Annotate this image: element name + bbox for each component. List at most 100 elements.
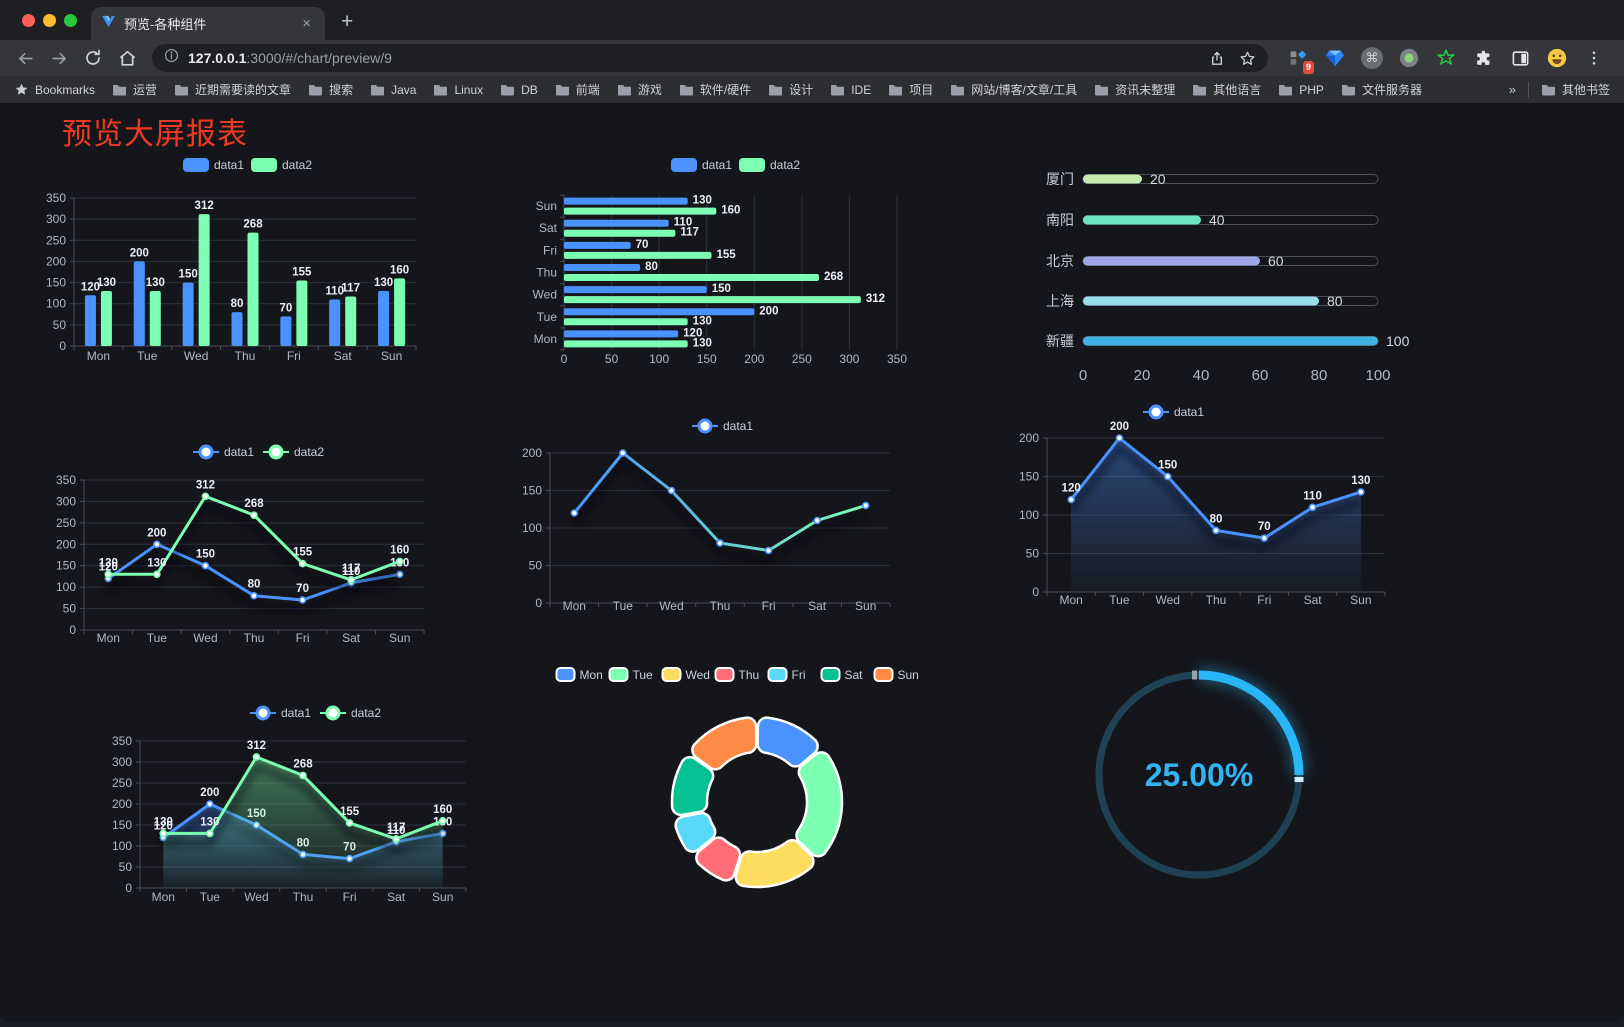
svg-text:155: 155 — [340, 806, 360, 818]
address-bar[interactable]: 127.0.0.1:3000/#/chart/preview/9 — [152, 44, 1268, 72]
extension-green-star-icon[interactable] — [1434, 46, 1458, 70]
svg-text:300: 300 — [46, 212, 66, 226]
forward-icon[interactable] — [44, 44, 74, 72]
bookmark-folder[interactable]: DB — [500, 81, 538, 98]
svg-text:40: 40 — [1193, 367, 1210, 384]
extension-grid-icon[interactable]: 9 — [1286, 46, 1314, 74]
extension-gem-icon[interactable] — [1323, 46, 1347, 70]
legend[interactable]: data1 — [1143, 404, 1204, 420]
legend[interactable]: Mon Tue Wed Thu Fri Sat Sun — [555, 667, 919, 682]
series-data1[interactable] — [570, 449, 870, 564]
series-data2[interactable]: 130 130 312 268 155 117 160 — [154, 740, 453, 888]
extension-command-icon[interactable]: ⌘ — [1360, 46, 1384, 70]
minimize-window-button[interactable] — [43, 13, 56, 27]
chart-gauge[interactable]: 25.00% — [1080, 655, 1320, 900]
zoom-window-button[interactable] — [64, 13, 77, 27]
svg-text:Wed: Wed — [1155, 593, 1179, 607]
bookmark-folder[interactable]: Linux — [433, 81, 483, 98]
svg-text:Fri: Fri — [296, 631, 310, 645]
chart-grouped-bar[interactable]: data1 data2 0 50 100 150 200 250 300 350 Mon Tue Wed… — [30, 148, 460, 388]
chart-donut[interactable]: Mon Tue Wed Thu Fri Sat Sun — [545, 655, 965, 915]
svg-text:268: 268 — [824, 271, 844, 283]
svg-text:50: 50 — [53, 318, 67, 332]
extensions-puzzle-icon[interactable] — [1471, 46, 1495, 70]
other-bookmarks[interactable]: 其他书签 — [1541, 81, 1610, 98]
legend[interactable]: data1 — [692, 418, 753, 434]
progress-rows[interactable]: 厦门 20 南阳 40 北京 60 上海 80 新疆 100 — [1046, 171, 1410, 349]
svg-text:Sat: Sat — [539, 221, 558, 235]
svg-text:250: 250 — [56, 516, 76, 530]
site-info-icon[interactable] — [164, 48, 179, 68]
bookmarks-overflow-chevron[interactable]: » — [1508, 82, 1516, 97]
bookmark-folder[interactable]: 软件/硬件 — [679, 81, 751, 98]
legend[interactable]: data1 data2 — [671, 158, 800, 172]
share-icon[interactable] — [1209, 50, 1225, 67]
new-tab-button[interactable]: + — [341, 10, 354, 33]
bookmark-folder[interactable]: Java — [370, 81, 416, 98]
chart-horizontal-bar[interactable]: data1 data2 0 50 100 150 200 250 300 350 Mon Tue Wed… — [505, 148, 915, 388]
bookmark-folder[interactable]: 其他语言 — [1192, 81, 1261, 98]
chart-two-series-line[interactable]: data1 data2 0 50 100 150 200 250 300 350 Mon Tue Wed… — [35, 423, 465, 673]
bookmark-folder[interactable]: 文件服务器 — [1341, 81, 1422, 98]
legend[interactable]: data1 data2 — [250, 705, 381, 721]
bookmarks-manager[interactable]: Bookmarks — [14, 82, 95, 97]
svg-text:150: 150 — [56, 559, 76, 573]
series-data2[interactable]: 130 130 312 268 155 117 160 — [564, 205, 885, 350]
chart-two-series-area[interactable]: data1 data2 0 50 100 150 200 250 300 350 Mon Tue Wed… — [95, 675, 505, 920]
svg-text:160: 160 — [390, 264, 409, 276]
donut-slices[interactable] — [670, 716, 844, 889]
svg-text:200: 200 — [1110, 421, 1129, 433]
legend[interactable]: data1 data2 — [193, 444, 324, 460]
svg-text:Mon: Mon — [87, 349, 110, 363]
bookmark-folder[interactable]: 设计 — [768, 81, 813, 98]
reload-icon[interactable] — [78, 44, 108, 72]
svg-text:data1: data1 — [723, 419, 753, 433]
svg-text:150: 150 — [712, 283, 731, 295]
browser-menu-icon[interactable] — [1582, 46, 1606, 70]
svg-text:250: 250 — [792, 352, 812, 366]
svg-text:100: 100 — [522, 521, 542, 535]
svg-text:200: 200 — [759, 305, 778, 317]
browser-tab[interactable]: 预览-各种组件 × — [91, 7, 325, 40]
svg-text:150: 150 — [179, 269, 198, 281]
svg-text:Fri: Fri — [287, 349, 301, 363]
emoji-extension-icon[interactable] — [1545, 46, 1569, 70]
series-data2[interactable]: 130 130 312 268 155 117 160 — [97, 200, 409, 346]
back-icon[interactable] — [10, 44, 40, 72]
bookmark-folder[interactable]: 近期需要读的文章 — [174, 81, 291, 98]
svg-text:新疆: 新疆 — [1046, 333, 1074, 349]
svg-text:130: 130 — [154, 816, 173, 828]
chart-gradient-line[interactable]: data1 0 50 100 150 200 Mon Tue Wed Thu Fri Sat Sun — [505, 396, 915, 641]
bookmark-folder[interactable]: 搜索 — [308, 81, 353, 98]
close-window-button[interactable] — [22, 13, 35, 27]
bookmark-folder[interactable]: 运营 — [112, 81, 157, 98]
extension-record-icon[interactable] — [1397, 46, 1421, 70]
bookmark-folder[interactable]: PHP — [1278, 81, 1324, 98]
chart-area-line[interactable]: data1 0 50 100 150 200 Mon Tue Wed Thu Fri Sat Sun 12… — [985, 388, 1405, 623]
svg-text:130: 130 — [97, 277, 116, 289]
series-data2[interactable]: 130 130 312 268 155 117 160 — [99, 479, 410, 593]
bookmark-star-icon[interactable] — [1239, 50, 1256, 67]
svg-text:80: 80 — [231, 298, 244, 310]
bookmark-folder[interactable]: 项目 — [888, 81, 933, 98]
svg-text:Sun: Sun — [898, 668, 919, 682]
sidebar-toggle-icon[interactable] — [1508, 46, 1532, 70]
tab-close-icon[interactable]: × — [302, 15, 311, 32]
bookmark-folder[interactable]: 资讯未整理 — [1094, 81, 1175, 98]
legend[interactable]: data1 data2 — [183, 158, 312, 172]
chart-progress-bars[interactable]: 厦门 20 南阳 40 北京 60 上海 80 新疆 100 0 20 40 60 80 100 — [990, 150, 1420, 400]
bookmark-folder[interactable]: 游戏 — [617, 81, 662, 98]
svg-text:Fri: Fri — [343, 890, 357, 904]
bookmark-folder[interactable]: 前端 — [555, 81, 600, 98]
svg-text:data2: data2 — [282, 158, 312, 172]
svg-text:Sun: Sun — [432, 890, 453, 904]
home-icon[interactable] — [112, 44, 142, 72]
bookmark-folder-label: 游戏 — [637, 83, 662, 97]
bookmark-folder[interactable]: IDE — [830, 81, 871, 98]
svg-text:70: 70 — [279, 302, 292, 314]
bookmark-folder[interactable]: 网站/博客/文章/工具 — [950, 81, 1077, 98]
